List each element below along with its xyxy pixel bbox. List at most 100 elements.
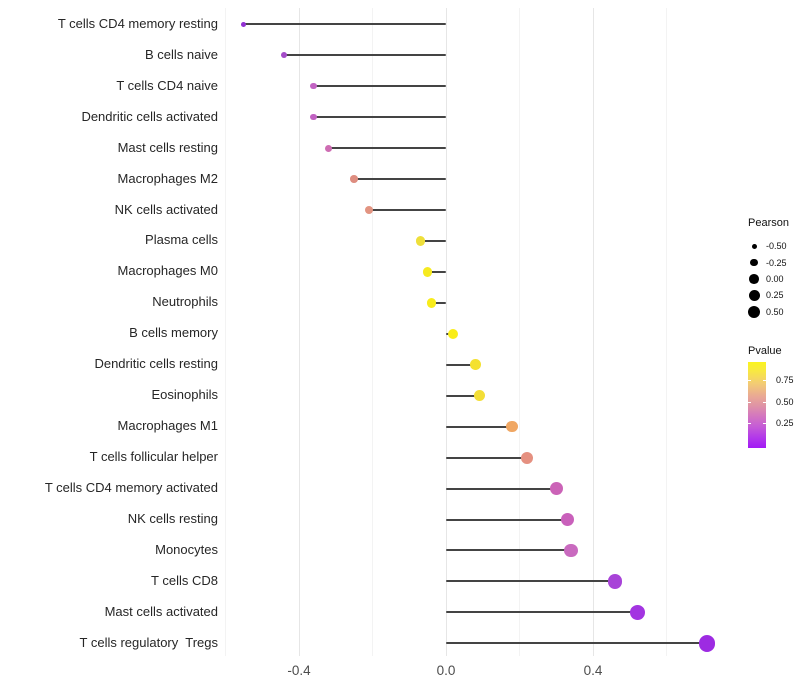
gradient-tick-mark: [763, 401, 766, 403]
lollipop-stem: [446, 487, 557, 490]
gridline-minor: [225, 8, 226, 656]
lollipop-stem: [427, 270, 446, 273]
lollipop-dot: [506, 420, 518, 433]
legend-size-dot-icon: [750, 258, 758, 267]
lollipop-dot: [415, 236, 425, 246]
lollipop-dot: [448, 328, 459, 339]
lollipop-dot: [473, 390, 485, 402]
lollipop-stem: [446, 549, 571, 552]
y-axis-label: T cells CD4 naive: [116, 77, 218, 93]
lollipop-stem: [446, 425, 513, 428]
legend-size-dot-box: [748, 289, 760, 302]
legend-size-dot-icon: [748, 289, 760, 301]
lollipop-stem: [446, 611, 638, 614]
legend-pvalue-title: Pvalue: [748, 345, 782, 357]
legend-size-entry-label: -0.25: [766, 257, 787, 268]
y-axis-labels: T cells CD4 memory resting B cells naive T…: [0, 8, 218, 656]
legend-size-dot-box: [748, 272, 760, 285]
lollipop-dot: [324, 144, 332, 152]
lollipop-dot: [241, 21, 247, 27]
legend-size-entry-label: 0.00: [766, 273, 784, 284]
lollipop-dot: [281, 52, 288, 59]
gradient-tick-label: 0.75: [776, 375, 794, 386]
legend-size-entry: -0.25: [744, 254, 800, 270]
lollipop-dot: [564, 543, 578, 558]
x-tick-label: 0.0: [436, 663, 456, 678]
y-axis-label: Eosinophils: [151, 387, 219, 403]
y-axis-label: T cells regulatory Tregs: [79, 634, 218, 650]
y-axis-label: Dendritic cells activated: [81, 108, 218, 124]
pvalue-gradient-bar: 0.75 0.50 0.25: [748, 362, 794, 448]
lollipop-stem: [313, 85, 446, 88]
legend-size-dot-box: [748, 305, 760, 318]
gradient-tick-mark: [748, 401, 751, 403]
lollipop-dot: [426, 298, 437, 308]
x-axis-labels: -0.4 0.0 0.4: [0, 663, 800, 683]
gridline-minor: [519, 8, 520, 656]
legend-size-dot-icon: [749, 274, 759, 284]
plot-panel: [225, 8, 737, 656]
y-axis-label: Mast cells resting: [117, 139, 218, 155]
y-axis-label: Neutrophils: [152, 294, 218, 310]
lollipop-stem: [446, 456, 527, 459]
lollipop-dot: [698, 634, 716, 652]
y-axis-label: T cells CD8: [151, 572, 218, 588]
gradient-tick-mark: [748, 423, 751, 425]
lollipop-stem: [328, 147, 446, 150]
pvalue-gradient-wrap: 0.75 0.50 0.25: [744, 362, 800, 448]
gridline-minor: [666, 8, 667, 656]
y-axis-label: B cells naive: [145, 46, 218, 62]
y-axis-label: T cells CD4 memory activated: [44, 480, 218, 496]
legend-pearson-entries: -0.50 -0.25 0.00 0.25 0.50: [744, 238, 800, 320]
lollipop-dot: [310, 113, 317, 121]
lollipop-stem: [446, 518, 568, 521]
lollipop-dot: [560, 512, 574, 527]
lollipop-stem: [446, 642, 707, 645]
gradient-tick-mark: [763, 380, 766, 382]
legend-pearson-size: Pearson -0.50 -0.25 0.00 0.25 0.50: [744, 217, 800, 320]
lollipop-dot: [422, 267, 433, 277]
legend-size-dot-box: [748, 240, 760, 253]
gradient-tick-mark: [748, 380, 751, 382]
gradient-tick-label: 0.25: [776, 418, 794, 429]
legend-size-entry-label: 0.50: [766, 306, 784, 317]
y-axis-label: Plasma cells: [145, 232, 218, 248]
lollipop-stem: [284, 54, 446, 57]
gradient-tick-mark: [763, 423, 766, 425]
legend-size-entry-label: -0.50: [766, 241, 787, 252]
y-axis-label: NK cells resting: [127, 511, 218, 527]
y-axis-label: Macrophages M1: [117, 418, 218, 434]
lollipop-stem: [420, 239, 446, 242]
legend-size-entry: 0.00: [744, 271, 800, 287]
legend-size-entry: -0.50: [744, 238, 800, 254]
gridline-minor: [372, 8, 373, 656]
x-tick-label: 0.4: [583, 663, 603, 678]
lollipop-stem: [446, 580, 616, 583]
lollipop-stem: [431, 301, 446, 304]
lollipop-stem: [368, 209, 446, 211]
y-axis-label: Monocytes: [155, 541, 218, 557]
y-axis-label: T cells follicular helper: [89, 449, 218, 465]
gridline-major: [298, 8, 300, 656]
y-axis-label: NK cells activated: [114, 201, 218, 217]
legend-size-dot-icon: [748, 305, 760, 318]
y-axis-label: Dendritic cells resting: [94, 356, 218, 372]
legend-size-entry: 0.50: [744, 304, 800, 320]
legend-pvalue-color: Pvalue 0.75 0.50 0.25: [744, 345, 800, 448]
gridline-major: [445, 8, 447, 656]
lollipop-stem: [446, 394, 480, 397]
legend-size-dot-box: [748, 256, 760, 269]
lollipop-stem: [243, 23, 446, 26]
lollipop-dot: [520, 451, 533, 464]
lollipop-dot: [549, 482, 563, 495]
y-axis-label: B cells memory: [129, 325, 218, 341]
legend-size-entry: 0.25: [744, 287, 800, 303]
lollipop-stem: [446, 363, 476, 366]
y-axis-label: Mast cells activated: [104, 603, 218, 619]
lollipop-dot: [470, 359, 481, 371]
lollipop-dot: [310, 82, 317, 90]
y-axis-label: T cells CD4 memory resting: [57, 15, 218, 31]
lollipop-dot: [607, 574, 623, 589]
y-axis-label: Macrophages M2: [117, 170, 218, 186]
lollipop-dot: [364, 206, 373, 214]
